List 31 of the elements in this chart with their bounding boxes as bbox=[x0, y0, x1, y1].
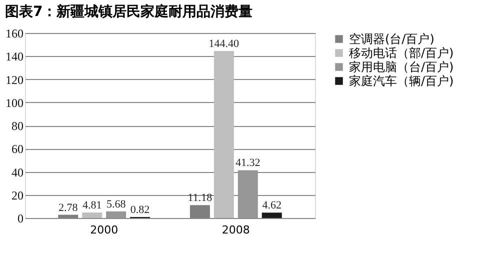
y-tick-label: 120 bbox=[6, 72, 24, 87]
bar bbox=[262, 212, 282, 218]
legend-label: 移动电话（部/百户) bbox=[349, 46, 454, 60]
x-tick-label: 2000 bbox=[90, 224, 118, 236]
data-label: 11.18 bbox=[188, 192, 213, 204]
data-label: 5.68 bbox=[106, 198, 126, 210]
bar bbox=[238, 170, 258, 218]
legend-label: 空调器(台/百户) bbox=[349, 32, 434, 46]
y-tick-label: 80 bbox=[12, 119, 24, 133]
y-tick-label: 100 bbox=[6, 96, 24, 110]
y-tick-label: 60 bbox=[12, 142, 24, 156]
y-tick-label: 20 bbox=[12, 188, 24, 202]
bar bbox=[190, 205, 210, 218]
data-label: 0.82 bbox=[130, 204, 150, 216]
data-label: 144.40 bbox=[208, 38, 240, 50]
x-tick-label: 2008 bbox=[222, 224, 250, 236]
data-label: 4.62 bbox=[262, 200, 282, 212]
y-tick-label: 40 bbox=[12, 165, 24, 180]
bar bbox=[214, 51, 234, 218]
data-label: 4.81 bbox=[82, 199, 102, 212]
bar bbox=[106, 211, 126, 218]
y-tick-label: 0 bbox=[18, 212, 24, 226]
bar bbox=[58, 214, 78, 218]
data-label: 41.32 bbox=[236, 157, 260, 170]
y-tick-label: 160 bbox=[6, 26, 24, 40]
y-tick-label: 140 bbox=[6, 50, 24, 64]
legend-label: 家庭汽车（辆/百户) bbox=[349, 74, 454, 88]
chart-title: 图表7：新疆城镇居民家庭耐用品消费量 bbox=[5, 3, 253, 20]
legend-label: 家用电脑（台/百户) bbox=[349, 60, 454, 74]
bar bbox=[82, 212, 102, 218]
data-label: 2.78 bbox=[58, 202, 78, 214]
